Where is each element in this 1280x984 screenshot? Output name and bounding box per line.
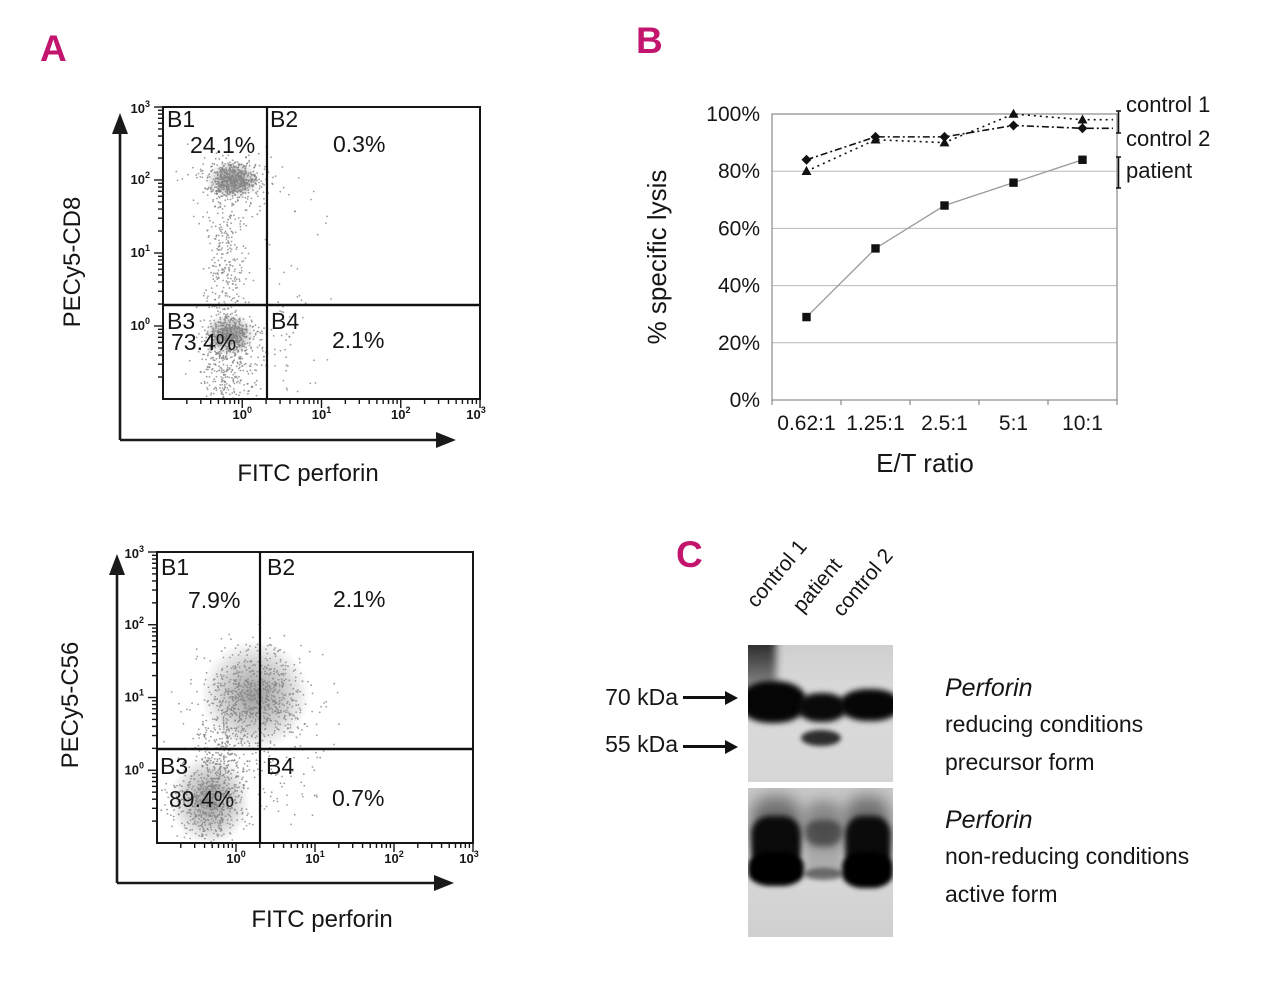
svg-text:100%: 100% [706, 103, 760, 126]
panel-b-letter: B [636, 20, 664, 61]
flow-plot-c56: 100 101 102 103 100 101 102 103 PECy5-C56 FITC … [57, 544, 479, 933]
blot-band [748, 852, 804, 886]
marker-70kda-arrowhead [725, 691, 738, 705]
legend-patient: patient [1126, 158, 1192, 183]
quadrant-b3-label: B3 [167, 308, 195, 334]
quadrant-b2-value: 0.3% [333, 131, 385, 157]
marker-55kda-label: 55 kDa [605, 731, 678, 757]
marker-70kda-arrow [683, 696, 727, 699]
lysis-chart-dynamic: 0% 20% 40% 60% 80% 100% 0.62:1 1.25:1 2.5:1 5:1 10… [706, 103, 1118, 435]
svg-text:101: 101 [131, 243, 150, 260]
svg-text:102: 102 [391, 405, 410, 422]
quadrant-b1-value: 7.9% [188, 587, 240, 613]
x-axis-arrow [120, 432, 456, 448]
quadrant-b2-label: B2 [267, 554, 295, 580]
caption-title: Perforin [945, 806, 1033, 834]
blot-nonreducing-conditions [748, 788, 893, 937]
svg-text:40%: 40% [718, 275, 760, 298]
quadrant-b4-value: 0.7% [332, 785, 384, 811]
control-series-bracket [1116, 110, 1121, 134]
blot-band [804, 868, 843, 880]
caption-line: non-reducing conditions [945, 843, 1190, 869]
legend-control-2: control 2 [1126, 126, 1210, 151]
svg-text:102: 102 [131, 170, 150, 187]
svg-text:5:1: 5:1 [999, 412, 1028, 435]
marker-55kda-arrow [683, 745, 727, 748]
svg-text:102: 102 [125, 615, 144, 632]
patient-series-bracket [1116, 156, 1121, 189]
legend-control-1: control 1 [1126, 92, 1210, 117]
blot-band [748, 681, 806, 723]
svg-text:102: 102 [384, 849, 403, 866]
y-axis-arrow [112, 113, 128, 440]
y-axis-label: % specific lysis [642, 170, 672, 345]
svg-text:103: 103 [131, 99, 150, 116]
svg-text:100: 100 [131, 316, 150, 333]
y-axis-label: PECy5-CD8 [59, 197, 86, 328]
flow-plot-cd8: 100 101 102 103 100 101 102 103 PECy5-CD8 FITC … [59, 99, 486, 487]
svg-text:101: 101 [312, 405, 331, 422]
svg-text:10:1: 10:1 [1062, 412, 1103, 435]
flow-plot-c56-dynamic: 100 101 102 103 100 101 102 103 [125, 544, 479, 866]
x-axis-label: FITC perforin [237, 460, 378, 487]
svg-text:60%: 60% [718, 217, 760, 240]
marker-55kda-arrowhead [725, 740, 738, 754]
svg-text:0.62:1: 0.62:1 [777, 412, 835, 435]
caption-title: Perforin [945, 674, 1033, 702]
quadrant-b1-label: B1 [167, 106, 195, 132]
svg-text:101: 101 [305, 849, 324, 866]
blot-band-patient-55kda [801, 730, 841, 746]
panel-a-letter: A [40, 28, 68, 69]
svg-text:103: 103 [459, 849, 478, 866]
marker-70kda-label: 70 kDa [605, 684, 678, 710]
quadrant-b4-value: 2.1% [332, 327, 384, 353]
x-axis-label: FITC perforin [251, 906, 392, 933]
y-axis-arrow [109, 554, 125, 883]
svg-text:103: 103 [125, 544, 144, 561]
blot-band [840, 689, 893, 721]
blot-band [805, 820, 842, 846]
quadrant-b3-label: B3 [160, 753, 188, 779]
svg-text:100: 100 [226, 849, 245, 866]
caption-nonreducing: Perforin non-reducing conditions active … [945, 806, 1265, 919]
quadrant-b4-label: B4 [271, 308, 299, 334]
quadrant-b1-value: 24.1% [190, 132, 255, 158]
svg-text:100: 100 [125, 760, 144, 777]
blot-band [842, 852, 893, 888]
quadrant-b2-label: B2 [270, 106, 298, 132]
x-axis-arrow [117, 875, 454, 891]
plot-frame [162, 106, 481, 400]
svg-text:101: 101 [125, 688, 144, 705]
lane-label-control-2: control 2 [828, 544, 898, 621]
blot-reducing-conditions [748, 645, 893, 782]
blot-band [798, 693, 846, 722]
svg-text:103: 103 [466, 405, 485, 422]
caption-reducing: Perforin reducing conditions precursor f… [945, 674, 1265, 787]
caption-line: reducing conditions [945, 711, 1144, 737]
caption-line: precursor form [945, 749, 1095, 775]
svg-text:1.25:1: 1.25:1 [846, 412, 904, 435]
svg-text:20%: 20% [718, 332, 760, 355]
quadrant-b2-value: 2.1% [333, 586, 385, 612]
svg-text:2.5:1: 2.5:1 [921, 412, 968, 435]
svg-text:80%: 80% [718, 160, 760, 183]
svg-text:0%: 0% [730, 389, 760, 412]
x-axis-label: E/T ratio [876, 448, 974, 478]
lysis-chart: 0% 20% 40% 60% 80% 100% 0.62:1 1.25:1 2.5:1 5:1 10… [642, 92, 1210, 478]
y-axis-label: PECy5-C56 [57, 642, 84, 769]
panel-c-letter: C [676, 534, 704, 575]
flow-plot-cd8-dynamic: 100 101 102 103 100 101 102 103 [131, 99, 486, 422]
quadrant-b3-value: 89.4% [169, 786, 234, 812]
caption-line: active form [945, 881, 1058, 907]
quadrant-b1-label: B1 [161, 554, 189, 580]
quadrant-b3-value: 73.4% [171, 329, 236, 355]
plot-frame [156, 551, 474, 844]
svg-text:100: 100 [233, 405, 252, 422]
quadrant-b4-label: B4 [266, 753, 294, 779]
